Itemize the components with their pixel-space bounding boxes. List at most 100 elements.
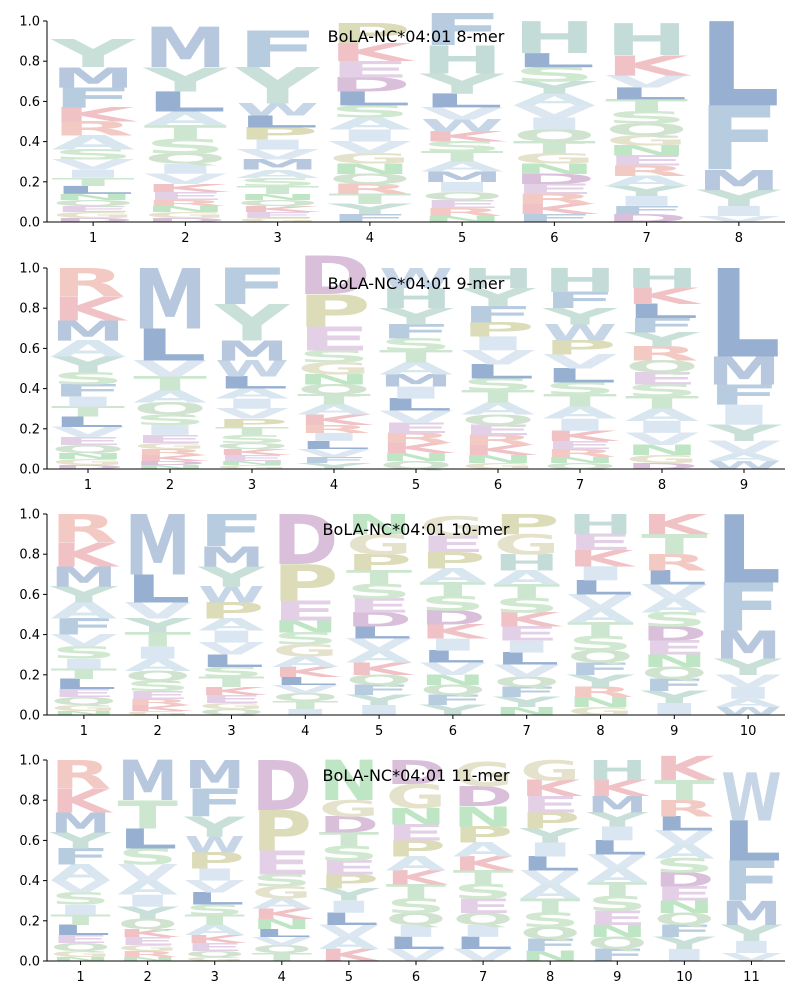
logo-letter: Y — [720, 921, 783, 947]
logo-letter: I — [297, 431, 371, 444]
logo-letter: Y — [566, 671, 635, 690]
logo-letter: L — [587, 837, 647, 859]
panel-title: BoLA-NC*04:01 10-mer — [323, 520, 510, 539]
logo-letter: N — [319, 750, 379, 814]
logo-letter: I — [386, 921, 446, 940]
logo-letter: T — [420, 578, 486, 600]
x-tick-label: 1 — [76, 970, 84, 985]
logo-letter: Q — [641, 663, 707, 682]
logo-letter: K — [587, 776, 650, 802]
logo-letter: Y — [519, 824, 582, 846]
logo-letter: Q — [124, 668, 190, 684]
logo-letter: N — [117, 956, 177, 962]
logo-letter: Q — [453, 909, 513, 928]
logo-letter: E — [185, 941, 245, 954]
logo-letter: I — [520, 839, 580, 861]
logo-letter: Q — [215, 441, 289, 451]
x-tick-label: 9 — [740, 478, 748, 493]
logo-letter: L — [215, 373, 289, 392]
logo-letter: L — [51, 414, 125, 430]
logo-letter: F — [185, 781, 245, 826]
logo-letter: R — [117, 949, 177, 959]
logo-letter: K — [567, 546, 637, 572]
logo-letter: R — [421, 206, 504, 219]
logo-letter: Y — [492, 694, 561, 710]
logo-letter: T — [185, 912, 246, 928]
logo-letter: S — [272, 629, 338, 648]
logo-letter: K — [198, 685, 268, 698]
logo-letter: G — [346, 529, 412, 561]
logo-letter: V — [379, 407, 454, 426]
logo-letter: M — [117, 750, 177, 814]
logo-letter: E — [453, 895, 513, 917]
logo-letter: F — [654, 921, 714, 940]
logo-letter: E — [133, 433, 207, 446]
logo-letter: F — [543, 288, 617, 314]
logo-letter: K — [543, 428, 620, 444]
logo-letter: S — [124, 678, 190, 694]
logo-letter: V — [625, 429, 700, 448]
logo-letter: L — [346, 623, 412, 642]
logo-letter: Q — [328, 171, 411, 187]
logo-letter: I — [420, 635, 486, 654]
logo-letter: I — [721, 938, 781, 957]
logo-letter: A — [198, 615, 265, 634]
y-tick-label: 0.0 — [19, 216, 40, 231]
logo-letter: L — [513, 49, 596, 71]
y-tick-label: 0.2 — [19, 668, 40, 683]
logo-letter: V — [185, 877, 246, 896]
logo-letter: K — [346, 659, 415, 678]
logo-letter: W — [715, 705, 781, 718]
y-tick-label: 0.4 — [19, 628, 40, 643]
logo-letter: V — [513, 102, 597, 121]
logo-letter: L — [715, 495, 781, 604]
logo-letter: E — [420, 532, 486, 558]
logo-letter: T — [386, 881, 446, 903]
logo-letter: T — [543, 391, 617, 410]
logo-letter: M — [124, 498, 190, 594]
logo-letter: H — [625, 263, 699, 295]
logo-letter: R — [50, 753, 110, 798]
logo-letter: G — [297, 359, 371, 378]
logo-letter: A — [654, 841, 715, 863]
logo-letter: P — [543, 336, 617, 358]
logo-letter: A — [52, 132, 135, 154]
logo-letter: F — [605, 204, 688, 217]
logo-letter: M — [144, 17, 227, 81]
logo-letter: G — [50, 949, 110, 959]
logo-letter: Q — [420, 682, 486, 698]
logo-letter: E — [567, 530, 633, 556]
logo-letter: Q — [198, 707, 264, 717]
logo-letter: D — [51, 464, 125, 470]
logo-letter: D — [133, 460, 207, 466]
logo-letter: V — [707, 437, 782, 456]
logo-letter: S — [453, 881, 513, 903]
logo-letter: E — [236, 210, 319, 220]
logo-letter: G — [236, 217, 319, 223]
logo-letter: P — [328, 18, 411, 50]
logo-letter: V — [252, 935, 312, 948]
logo-letter: G — [215, 464, 289, 470]
logo-letter: G — [386, 778, 446, 817]
y-tick-label: 0.6 — [19, 588, 40, 603]
x-tick-label: 11 — [743, 970, 760, 985]
logo-letter: S — [52, 147, 135, 163]
logo-letter: N — [50, 956, 110, 962]
logo-letter: W — [707, 459, 781, 472]
x-tick-label: 5 — [345, 970, 353, 985]
logo-letter: E — [625, 369, 699, 388]
logo-letter: T — [587, 879, 647, 901]
logo-letter: V — [605, 72, 689, 91]
y-tick-label: 0.8 — [19, 302, 40, 317]
logo-letter: A — [272, 654, 338, 670]
logo-letter: F — [346, 682, 412, 698]
logo-letter: Q — [386, 909, 446, 928]
logo-letter: T — [461, 387, 535, 406]
x-tick-label: 6 — [412, 970, 420, 985]
logo-letter: S — [493, 595, 559, 617]
logo-letter: K — [379, 440, 456, 456]
x-tick-label: 2 — [143, 970, 151, 985]
logo-letter: T — [520, 895, 580, 917]
